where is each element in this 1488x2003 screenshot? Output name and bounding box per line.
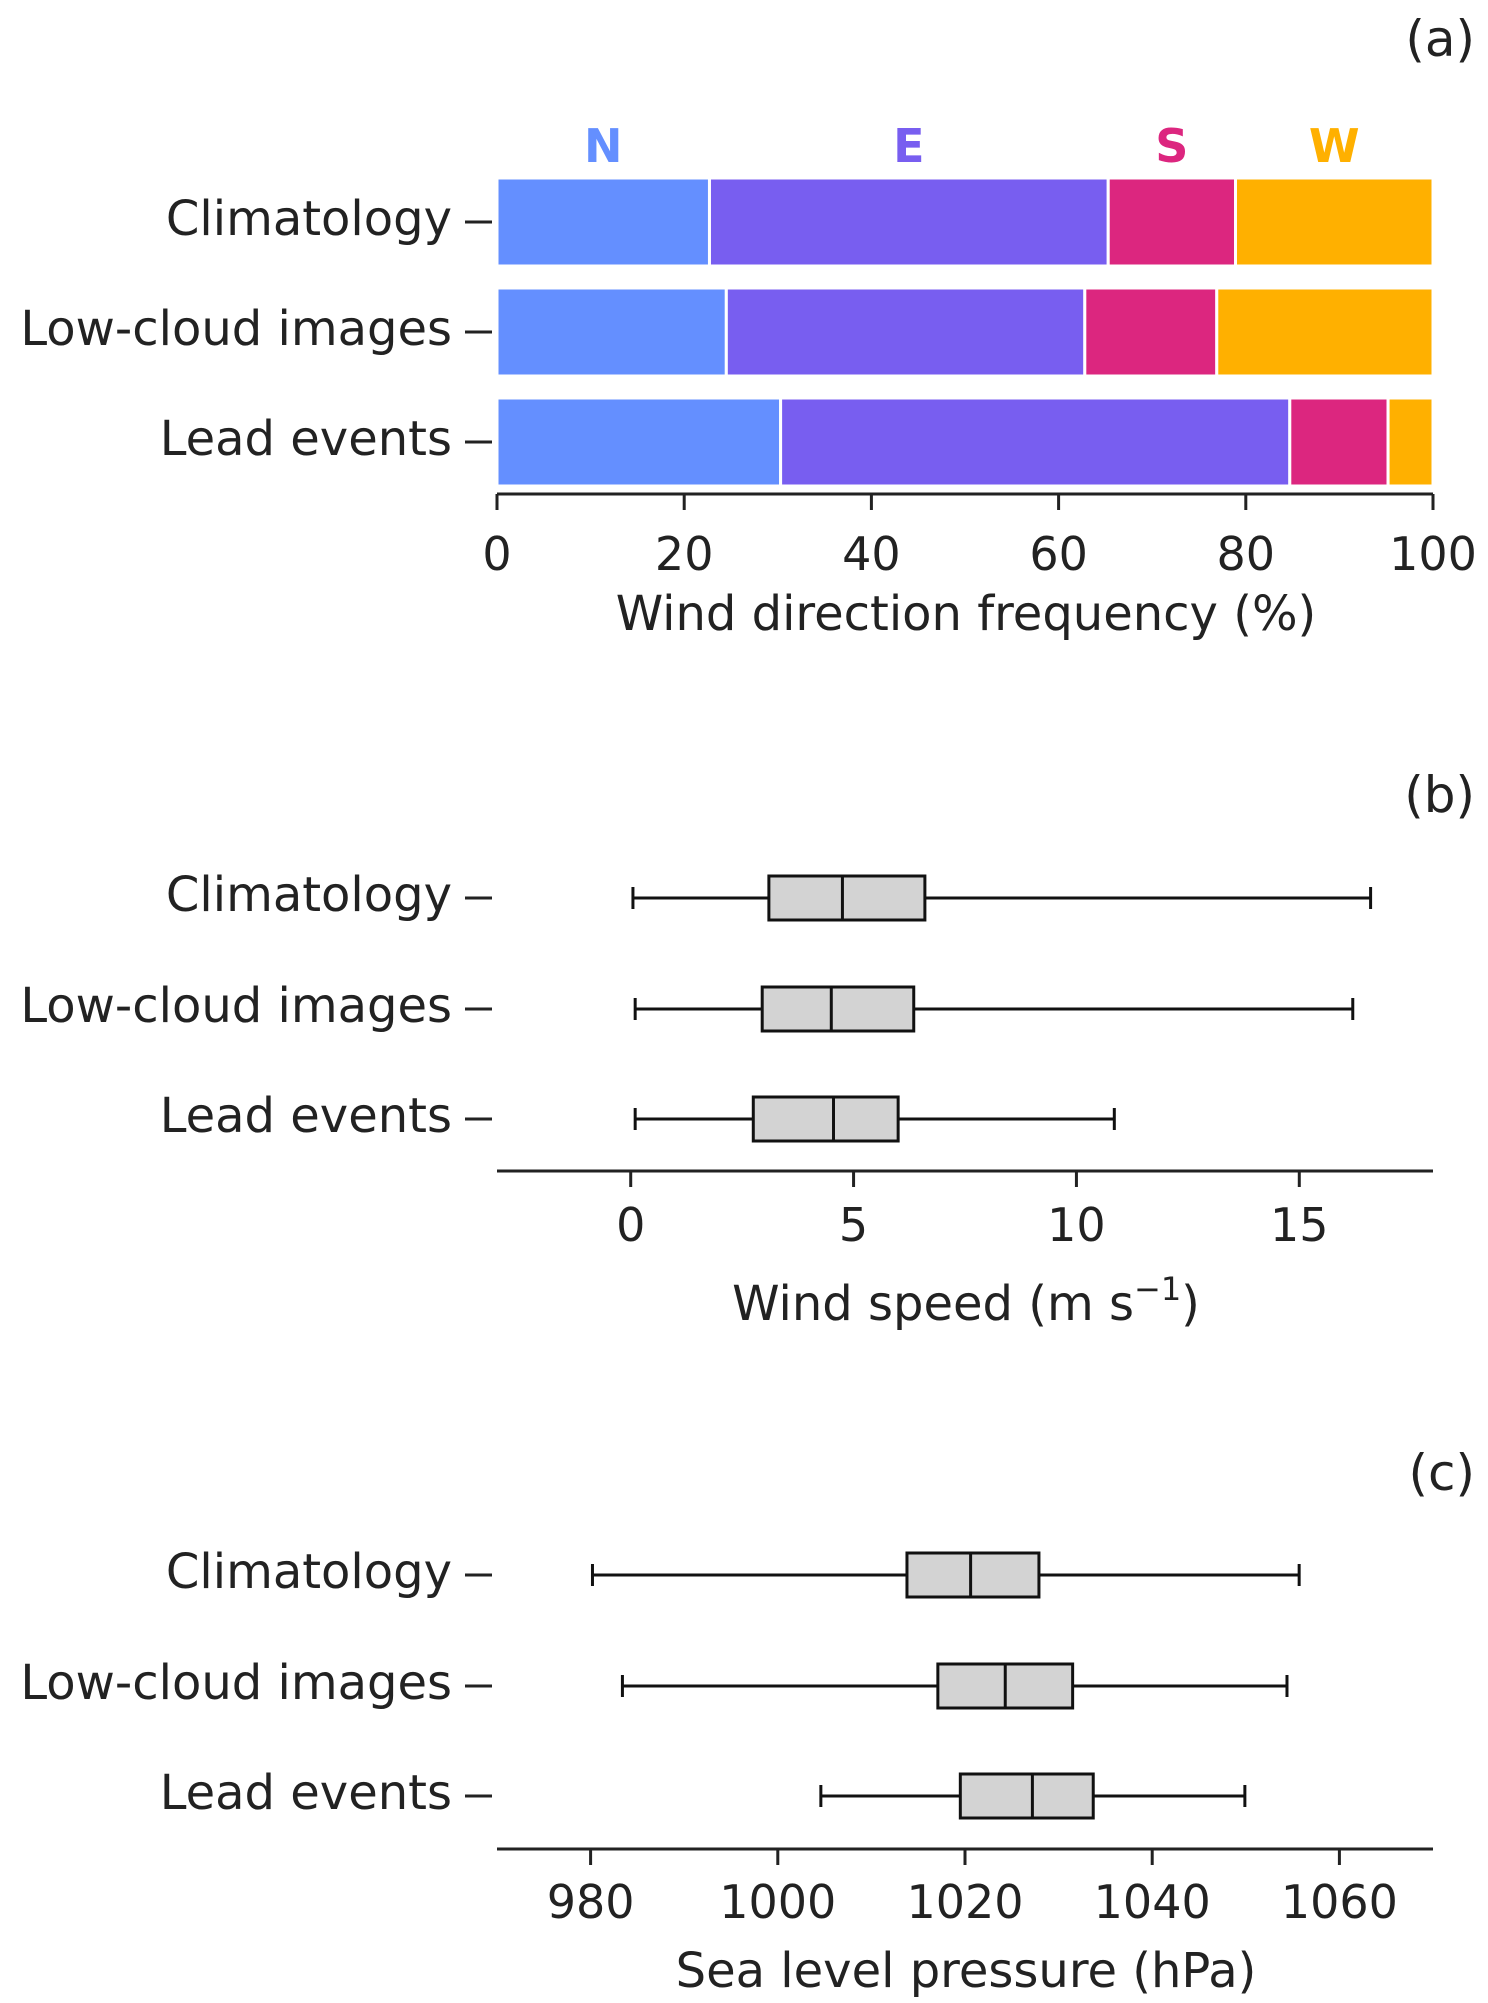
x-tick-label-20: 20 (655, 527, 714, 581)
box-plots (631, 874, 1373, 1143)
box-lead-events (958, 1772, 1095, 1820)
category-label-low-cloud-images: Low-cloud images (20, 301, 452, 357)
stacked-bars (495, 176, 1435, 488)
x-ticks: 0 5 10 15 (616, 1171, 1329, 1252)
category-labels: Climatology Low-cloud images Lead events (20, 867, 452, 1144)
bar-climatology-s (1106, 176, 1238, 268)
x-tick-label-100: 100 (1389, 527, 1477, 581)
bar-climatology-e (707, 176, 1110, 268)
x-tick-label-80: 80 (1217, 527, 1276, 581)
box-climatology (905, 1551, 1041, 1599)
bar-lead-events-e (779, 396, 1292, 488)
direction-label-e: E (893, 119, 924, 173)
box-plots (590, 1551, 1301, 1820)
category-label-low-cloud-images: Low-cloud images (20, 978, 452, 1034)
category-label-lead-events: Lead events (160, 1088, 452, 1144)
x-tick-label-5: 5 (839, 1198, 868, 1252)
category-label-lead-events: Lead events (160, 411, 452, 467)
category-label-climatology: Climatology (166, 191, 452, 247)
x-tick-label-0: 0 (616, 1198, 645, 1252)
x-axis-label-main: Wind speed (m s (732, 1276, 1134, 1332)
bar-low-cloud-images-w (1215, 286, 1435, 378)
category-label-climatology: Climatology (166, 867, 452, 923)
panel-c-letter: (c) (1408, 1444, 1475, 1502)
x-tick-label-1060: 1060 (1281, 1875, 1398, 1929)
x-tick-label-15: 15 (1270, 1198, 1329, 1252)
bar-low-cloud-images-n (495, 286, 728, 378)
x-axis-label: Wind speed (m s−1) (732, 1270, 1200, 1332)
x-tick-label-40: 40 (842, 527, 901, 581)
x-tick-label-1020: 1020 (906, 1875, 1023, 1929)
bar-low-cloud-images-e (724, 286, 1087, 378)
bar-lead-events-n (495, 396, 783, 488)
panel-a-letter: (a) (1405, 10, 1475, 68)
bar-lead-events-s (1288, 396, 1390, 488)
x-axis-label-superscript: −1 (1134, 1270, 1181, 1308)
box-climatology (767, 874, 927, 922)
panel-b-wind-speed: (b) Climatology Low-cloud images Lead ev… (20, 766, 1475, 1332)
direction-label-w: W (1309, 119, 1360, 173)
x-tick-label-1000: 1000 (719, 1875, 836, 1929)
bar-low-cloud-images-s (1083, 286, 1219, 378)
box-low-cloud-images (760, 985, 916, 1033)
x-tick-label-1040: 1040 (1094, 1875, 1211, 1929)
direction-label-s: S (1155, 119, 1188, 173)
panel-c-sea-level-pressure: (c) Climatology Low-cloud images Lead ev… (20, 1444, 1475, 1999)
x-axis-label: Wind direction frequency (%) (616, 586, 1317, 642)
category-label-low-cloud-images: Low-cloud images (20, 1655, 452, 1711)
category-labels: Climatology Low-cloud images Lead events (20, 191, 452, 467)
category-labels: Climatology Low-cloud images Lead events (20, 1544, 452, 1821)
x-tick-label-10: 10 (1047, 1198, 1106, 1252)
panel-b-letter: (b) (1404, 766, 1475, 824)
x-tick-label-60: 60 (1029, 527, 1088, 581)
x-tick-label-980: 980 (547, 1875, 635, 1929)
y-tick-marks (465, 220, 492, 444)
direction-label-n: N (584, 119, 623, 173)
bar-climatology-w (1234, 176, 1435, 268)
x-ticks: 0 20 40 60 80 100 (482, 494, 1477, 581)
x-tick-label-0: 0 (482, 527, 511, 581)
y-tick-marks (465, 1573, 492, 1798)
category-label-lead-events: Lead events (160, 1765, 452, 1821)
panel-a-wind-direction: (a) N E S W Climatology Low-cloud images Le… (20, 10, 1477, 642)
category-label-climatology: Climatology (166, 1544, 452, 1600)
box-lead-events (751, 1095, 900, 1143)
x-ticks: 980 1000 1020 1040 1060 (547, 1849, 1398, 1929)
y-tick-marks (465, 896, 492, 1121)
x-axis-label-end: ) (1181, 1276, 1200, 1332)
bar-lead-events-w (1386, 396, 1435, 488)
x-axis-label: Sea level pressure (hPa) (676, 1943, 1257, 1999)
bar-climatology-n (495, 176, 711, 268)
